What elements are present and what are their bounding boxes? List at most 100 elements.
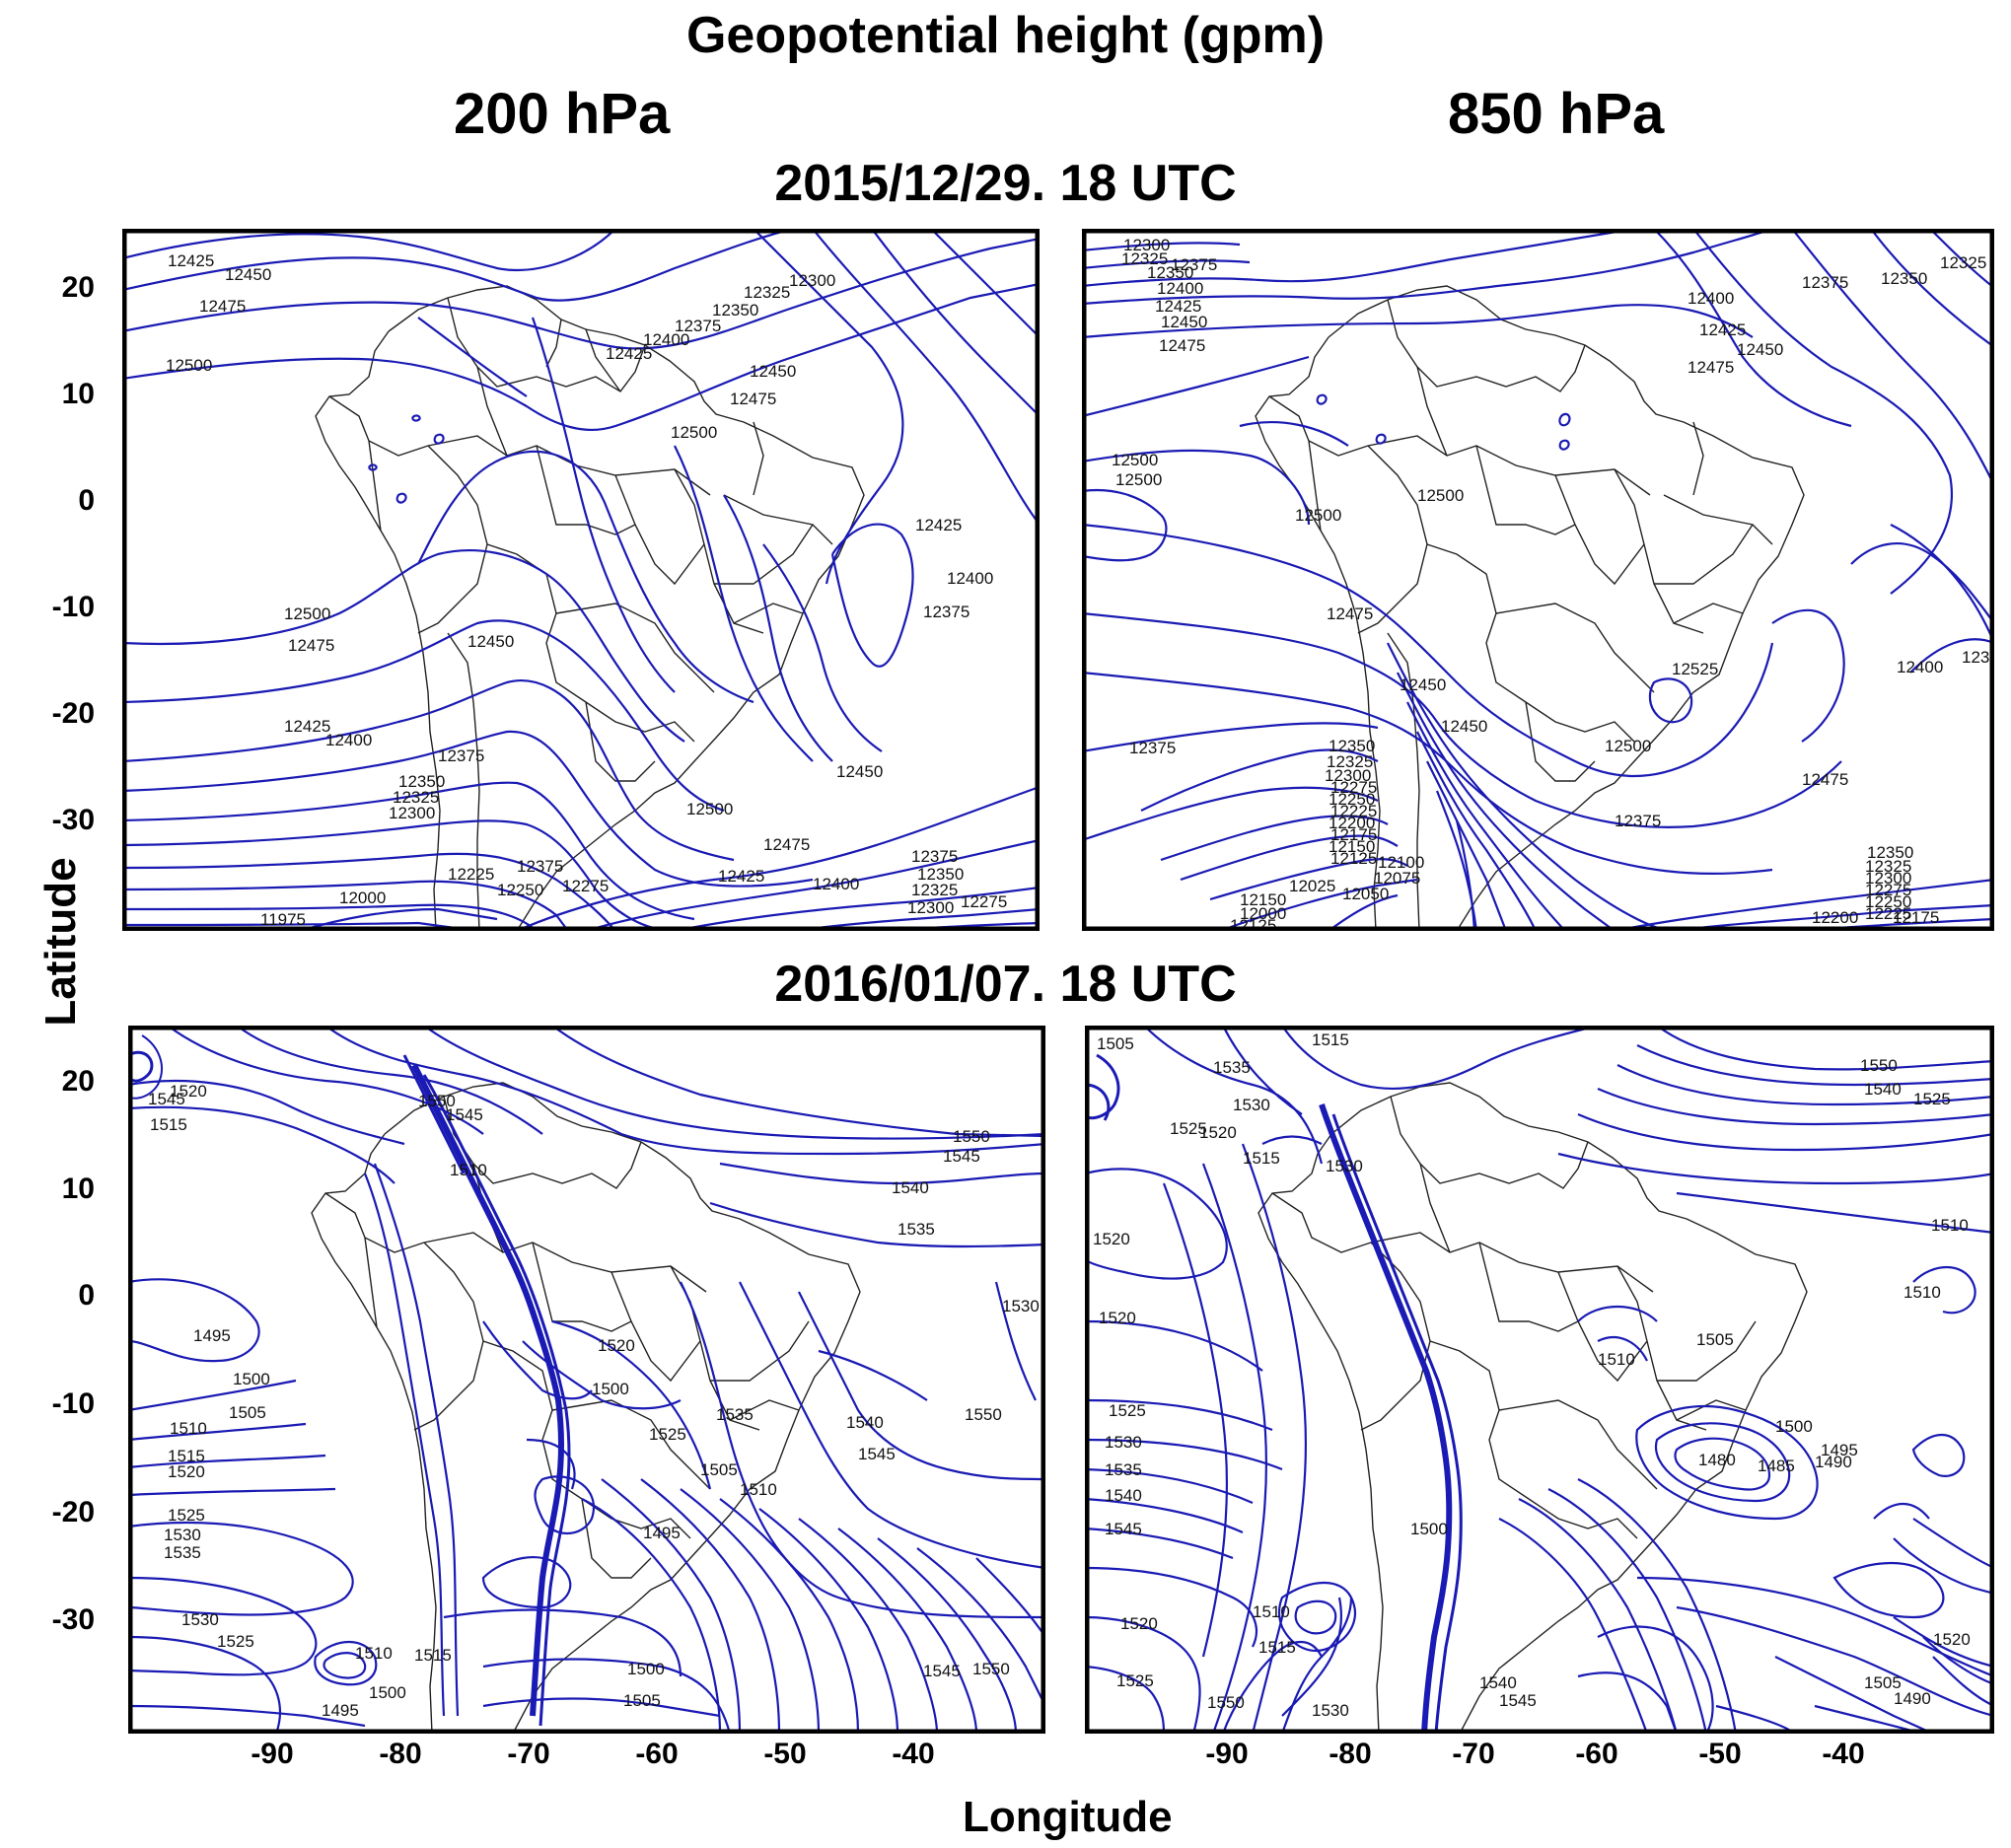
contour-label: 12450: [1737, 340, 1783, 359]
contour-label: 1515: [1243, 1149, 1280, 1168]
panel-frame: [1085, 1026, 1994, 1734]
contour-label: 12375: [1171, 255, 1217, 274]
contour-label: 12375: [1615, 812, 1661, 830]
contour-label: 12225: [1330, 802, 1377, 820]
contour-label: 1515: [1258, 1638, 1296, 1657]
contour-label: 12475: [730, 390, 776, 408]
contour-label: 12400: [325, 731, 372, 749]
map-panel-200hpa-2016-01-07: 1520 1515 1545 1550 1545 1510 1550 1545 …: [128, 1026, 1045, 1734]
contour-label: 12375: [438, 746, 484, 765]
contour-label: 1510: [1903, 1283, 1941, 1302]
y-tick-bottom-m20: -20: [51, 1496, 95, 1528]
contour-label: 12400: [1688, 289, 1734, 308]
x-tick-right-m80: -80: [1329, 1738, 1372, 1770]
contour-label: 12500: [671, 423, 717, 442]
country-borders: [1257, 1082, 1808, 1734]
contour-label: 1535: [898, 1220, 935, 1239]
contour-label: 12150: [1240, 890, 1286, 909]
contour-label: 1545: [446, 1105, 483, 1124]
contour-label: 1505: [1696, 1330, 1734, 1349]
contour-label: 12350: [1881, 269, 1927, 288]
contour-label: 1540: [1479, 1673, 1517, 1692]
contour-label: 1510: [1931, 1216, 1969, 1235]
contour-label: 1500: [627, 1660, 665, 1678]
contour-label: 12400: [813, 875, 859, 893]
contour-labels: 1505 1515 1550 1540 1535 1530 1525 1520 …: [1093, 1031, 1971, 1720]
contour-label: 1540: [892, 1178, 929, 1197]
contour-label: 1530: [164, 1526, 201, 1544]
contour-label: 1550: [953, 1127, 990, 1146]
contour-label: 12450: [836, 762, 883, 781]
contour-label: 12325: [1940, 253, 1986, 272]
contour-label: 12275: [961, 892, 1007, 911]
contour-label: 1500: [369, 1683, 406, 1702]
contour-label: 12350: [1962, 648, 1994, 667]
contour-label: 1530: [1326, 1157, 1363, 1175]
figure-title: Geopotential height (gpm): [685, 7, 1326, 64]
contour-label: 11975: [260, 910, 306, 929]
contour-label: 1495: [643, 1524, 681, 1542]
contour-label: 1515: [414, 1646, 452, 1665]
contour-label: 1510: [170, 1419, 207, 1438]
contour-label: 12475: [1802, 770, 1848, 789]
contour-label: 1545: [148, 1090, 185, 1108]
contour-label: 1525: [1913, 1090, 1951, 1108]
contour-label: 12175: [1330, 825, 1377, 844]
contour-label: 1520: [1093, 1230, 1130, 1248]
contour-label: 12300: [1325, 766, 1371, 785]
contour-label: 1540: [1105, 1486, 1142, 1505]
contour-label: 12300: [389, 804, 435, 822]
contour-label: 1540: [1864, 1080, 1902, 1099]
contour-label: 12500: [1605, 737, 1651, 755]
contour-label: 1490: [1894, 1689, 1931, 1708]
contour-label: 12325: [1121, 249, 1168, 268]
contour-label: 1525: [168, 1506, 205, 1525]
contour-label: 12000: [1240, 904, 1286, 923]
contour-label: 12200: [1812, 908, 1858, 927]
y-tick-top-m10: -10: [51, 591, 95, 623]
contour-label: 1495: [193, 1326, 231, 1345]
contour-label: 12500: [284, 604, 330, 623]
map-panel-850hpa-2015-12-29: 12300 12325 12350 12375 12400 12425 1245…: [1082, 229, 1994, 931]
contour-label: 12125: [1330, 849, 1377, 868]
geopotential-contours: [128, 1026, 1045, 1734]
contour-label: 1515: [150, 1115, 187, 1134]
contour-label: 1490: [1815, 1453, 1852, 1471]
contour-label: 1535: [1213, 1058, 1251, 1077]
contour-label: 12425: [915, 516, 962, 534]
contour-label: 1510: [1253, 1602, 1290, 1621]
contour-label: 12500: [1417, 486, 1464, 505]
contour-label: 12450: [1441, 717, 1487, 736]
contour-label: 12300: [789, 271, 835, 290]
contour-label: 12450: [467, 632, 514, 651]
x-tick-right-m60: -60: [1575, 1738, 1618, 1770]
contour-label: 1495: [1821, 1441, 1858, 1459]
contour-label: 1550: [965, 1405, 1002, 1424]
contour-label: 1520: [1099, 1309, 1136, 1327]
x-axis-label: Longitude: [963, 1793, 1173, 1841]
contour-label: 12250: [1865, 892, 1911, 911]
contour-label: 1515: [168, 1447, 205, 1465]
contour-label: 12425: [718, 867, 764, 886]
contour-label: 1500: [592, 1380, 629, 1398]
map-panel-200hpa-2015-12-29: 12425 12450 12475 12500 12300 12325 1235…: [122, 229, 1040, 931]
contour-label: 12350: [1147, 263, 1193, 282]
contour-label: 12475: [1688, 358, 1734, 377]
contour-label: 12225: [448, 865, 494, 884]
contour-label: 1520: [1933, 1630, 1971, 1649]
contour-labels: 12425 12450 12475 12500 12300 12325 1235…: [166, 251, 1007, 929]
contour-label: 12450: [750, 362, 796, 381]
contour-label: 1520: [1199, 1123, 1237, 1142]
y-tick-bottom-10: 10: [61, 1173, 95, 1205]
y-tick-top-m30: -30: [51, 804, 95, 836]
contour-label: 12275: [562, 877, 609, 895]
contour-label: 1550: [972, 1660, 1010, 1678]
contour-label: 12375: [1802, 273, 1848, 292]
contour-label: 1550: [418, 1092, 456, 1110]
contour-label: 12425: [168, 251, 214, 270]
contour-label: 1505: [1864, 1673, 1902, 1692]
contour-label: 12300: [1865, 869, 1911, 888]
contour-label: 1535: [164, 1543, 201, 1562]
y-tick-bottom-0: 0: [78, 1279, 95, 1312]
contour-label: 12500: [1115, 470, 1162, 489]
